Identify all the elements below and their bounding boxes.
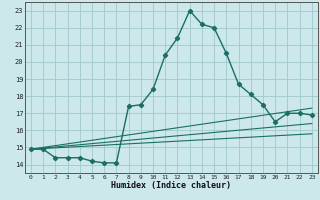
- X-axis label: Humidex (Indice chaleur): Humidex (Indice chaleur): [111, 181, 231, 190]
